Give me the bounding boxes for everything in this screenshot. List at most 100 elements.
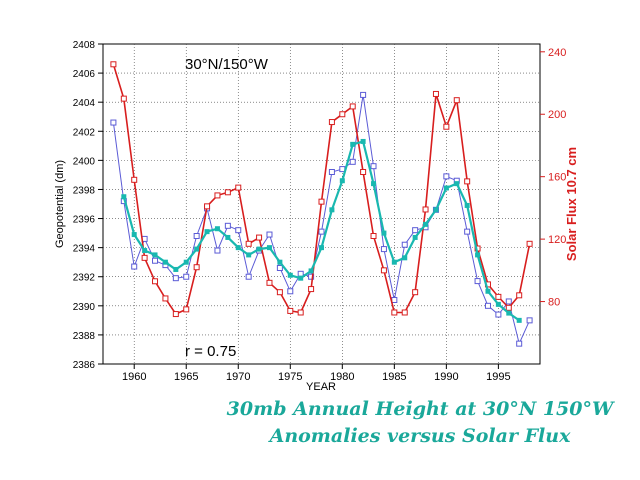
data-point (391, 259, 397, 265)
data-point (422, 206, 429, 213)
left-y-tick-label: 2390 (73, 302, 96, 313)
data-point (526, 317, 533, 324)
data-point (245, 273, 252, 280)
data-point (308, 273, 315, 280)
gridlines (103, 44, 540, 364)
data-point (516, 340, 523, 347)
data-point (433, 207, 439, 213)
data-point (214, 247, 221, 254)
data-point (495, 301, 501, 307)
data-point (308, 268, 314, 274)
data-point (339, 111, 346, 118)
right-y-tick-label: 80 (548, 297, 560, 309)
data-point (287, 272, 293, 278)
data-point (319, 245, 324, 251)
data-point (141, 254, 148, 261)
data-point (204, 229, 210, 235)
x-tick-label: 1995 (486, 371, 510, 383)
data-point (235, 227, 242, 234)
x-tick-label: 1980 (330, 371, 354, 383)
data-point (110, 61, 117, 68)
data-point (245, 240, 252, 247)
data-point (516, 292, 523, 299)
right-axis-label: Solar Flux 10.7 cm (564, 147, 579, 261)
data-point (256, 246, 262, 252)
data-point (152, 278, 159, 285)
data-point (172, 275, 179, 282)
data-point (328, 119, 335, 126)
data-point (120, 95, 127, 102)
data-point (235, 184, 242, 191)
data-point (474, 278, 481, 285)
data-point (453, 97, 460, 104)
correlation-annotation: r = 0.75 (185, 343, 236, 360)
left-y-tick-label: 2406 (73, 69, 96, 80)
data-point (360, 91, 367, 98)
data-point (173, 266, 179, 272)
right-y-tick-label: 120 (548, 234, 566, 246)
data-point (329, 207, 335, 213)
data-point (380, 246, 387, 253)
right-y-tick-label: 160 (548, 172, 566, 184)
data-point (297, 309, 304, 316)
caption-line-1: 30mb Annual Height at 30°N 150°W (226, 398, 614, 420)
data-point (131, 176, 138, 183)
data-point (193, 233, 200, 239)
data-point (266, 245, 272, 251)
data-point (464, 178, 471, 185)
left-axis-label: Geopotential (dm) (54, 160, 66, 248)
data-point (204, 203, 211, 210)
data-point (391, 309, 398, 316)
data-point (121, 194, 127, 200)
data-point (464, 202, 470, 208)
data-point (276, 265, 283, 271)
data-point (485, 288, 491, 294)
left-y-tick-label: 2402 (73, 127, 96, 138)
data-point (152, 252, 158, 258)
data-point (349, 158, 356, 165)
caption-line-2: Anomalies versus Solar Flux (269, 425, 571, 447)
left-y-tick-label: 2386 (73, 360, 96, 371)
data-point (506, 310, 512, 316)
data-point (162, 259, 168, 265)
data-point (443, 123, 450, 130)
data-point (454, 181, 460, 187)
location-annotation: 30°N/150°W (185, 56, 269, 73)
data-point (350, 141, 356, 147)
data-point (412, 289, 419, 296)
data-point (162, 295, 169, 302)
data-point (505, 304, 512, 311)
x-tick-label: 1990 (434, 371, 458, 383)
right-y-tick-label: 240 (548, 47, 566, 59)
x-tick-label: 1985 (382, 371, 406, 383)
data-point (370, 233, 377, 239)
data-point (266, 279, 273, 286)
data-point (308, 286, 315, 293)
x-tick-label: 1960 (122, 371, 146, 383)
data-point (297, 270, 304, 277)
data-point (328, 169, 335, 175)
data-point (142, 248, 148, 254)
data-point (401, 241, 408, 248)
data-point (401, 309, 408, 316)
data-point (193, 264, 200, 271)
left-y-tick-label: 2408 (73, 40, 96, 51)
right-axis-ticks: 80 120 160 200 240 (540, 47, 566, 309)
series-group (110, 61, 533, 347)
right-y-tick-label: 200 (548, 109, 566, 121)
left-axis-ticks: 2386 2388 2390 2392 2394 2396 2398 2400 2402 2404… (73, 40, 103, 371)
data-point (391, 297, 398, 303)
left-y-tick-label: 2392 (73, 273, 96, 284)
data-point (318, 198, 325, 205)
left-y-tick-label: 2396 (73, 215, 96, 226)
data-point (183, 306, 190, 313)
data-point (224, 222, 231, 229)
data-point (152, 257, 159, 264)
left-y-tick-label: 2400 (73, 156, 96, 167)
data-point (412, 227, 419, 234)
data-point (110, 119, 117, 126)
left-y-tick-label: 2388 (73, 331, 96, 342)
data-point (225, 234, 231, 240)
data-point (256, 234, 263, 241)
x-tick-label: 1975 (278, 371, 302, 383)
